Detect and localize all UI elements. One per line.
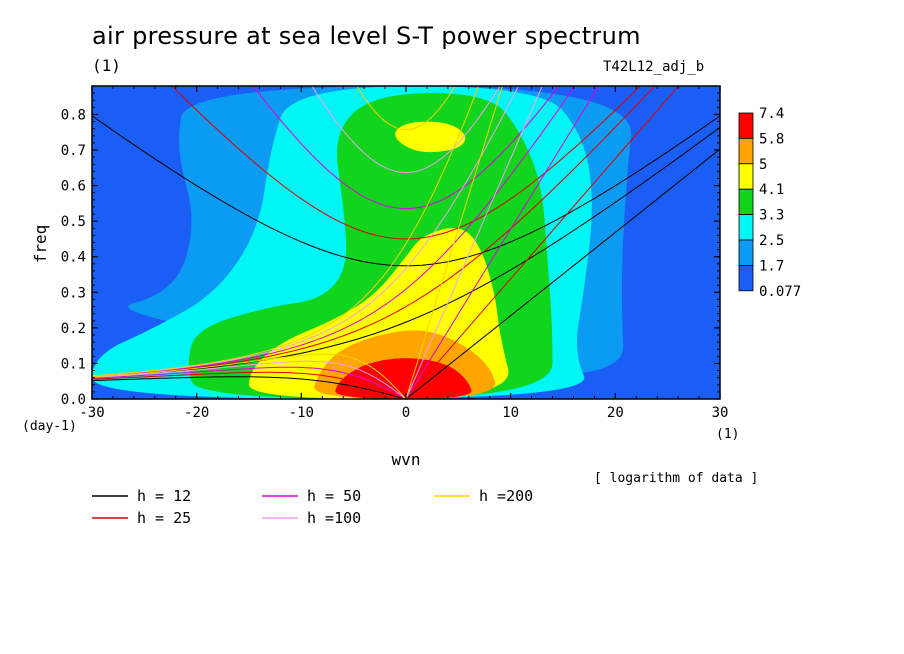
x-tick-label: 0 [402,405,410,421]
colorbar-label: 2.5 [759,233,784,249]
dispersion-curve-h100-1 [92,86,520,377]
contour-region-5.8-7.4 [335,358,472,399]
colorbar-label: 4.1 [759,182,784,198]
dispersion-curve-h12-2 [92,115,720,267]
colorbar-label: 5 [759,157,767,173]
dispersion-curve-h50-2 [252,86,560,210]
colorbar-swatch [738,163,754,190]
colorbar-swatch [738,188,754,215]
y-tick-label: 0.7 [61,143,86,159]
x-tick-label: 20 [607,405,624,421]
y-tick-label: 0.5 [61,214,86,230]
colorbar-swatch [738,214,754,241]
dispersion-curve-h50-0 [405,86,600,399]
dispersion-curve-h12-0 [405,148,720,399]
x-tick-label: -20 [184,405,209,421]
y-tick-label: 0.8 [61,107,86,123]
x-axis-label: wvn [392,450,421,469]
colorbar-label: 7.4 [759,106,784,122]
colorbar-label: 3.3 [759,208,784,224]
dispersion-curve-h50-3 [92,366,407,399]
legend-label: h = 50 [307,487,361,505]
colorbar: 7.4 5.8 5 4.1 3.3 2.5 1.7 0.077 [738,106,801,300]
dispersion-curve-h25-2 [171,86,641,240]
y-tick-label: 0.2 [61,321,86,337]
legend-label: h = 12 [137,487,191,505]
chart-title: air pressure at sea level S-T power spec… [92,22,641,50]
legend: h = 12 h = 25 h = 50 h =100 h =200 [92,487,533,527]
y-axis-label: freq [31,225,50,264]
dispersion-curve-h50-1 [92,86,576,377]
dispersion-curve-h200-0 [405,86,503,399]
dispersion-curve-h200-3 [92,353,407,399]
dispersion-curve-h200-2 [356,86,456,131]
x-tick-label: -10 [289,405,314,421]
dispersion-curve-h12-1 [92,126,720,378]
colorbar-label: 5.8 [759,131,784,147]
y-tick-label: 0.0 [61,392,86,408]
dispersion-curve-h200-1 [92,86,480,377]
colorbar-swatch [738,112,754,139]
dispersion-curve-h25-1 [92,86,656,378]
y-tick-label: 0.4 [61,250,86,266]
colorbar-swatch [738,264,754,292]
dispersion-curve-h100-0 [405,86,543,399]
legend-label: h =100 [307,509,361,527]
colorbar-label: 0.077 [759,284,801,300]
x-unit-label: (1) [716,427,739,442]
x-tick-label: -30 [79,405,104,421]
axes: -30 -20 -10 0 10 20 30 0.0 0.1 0.2 0.3 0.4 0.5 0.6 0.7… [22,86,739,469]
run-id-label: T42L12_adj_b [603,59,705,75]
dispersion-curve-h100-2 [311,86,501,174]
legend-label: h =200 [479,487,533,505]
dispersion-curves [92,86,720,399]
legend-label: h = 25 [137,509,191,527]
dispersion-curve-h25-3 [92,371,407,399]
colorbar-swatch [738,239,754,266]
y-tick-label: 0.3 [61,285,86,301]
dispersion-curve-h12-3 [92,376,407,399]
y-tick-label: 0.6 [61,179,86,195]
chart-subtitle: (1) [92,56,121,75]
x-tick-label: 30 [712,405,729,421]
y-tick-label: 0.1 [61,356,86,372]
colorbar-swatch [738,137,754,165]
dispersion-curve-h25-0 [405,86,680,399]
log-note: [ logarithm of data ] [594,471,758,486]
x-tick-label: 10 [502,405,519,421]
dispersion-curve-h100-3 [92,360,407,399]
contour-fills [92,86,720,399]
y-unit-label: (day-1) [22,419,77,434]
contour-region-0.077-1.7 [92,109,137,245]
colorbar-label: 1.7 [759,258,784,274]
